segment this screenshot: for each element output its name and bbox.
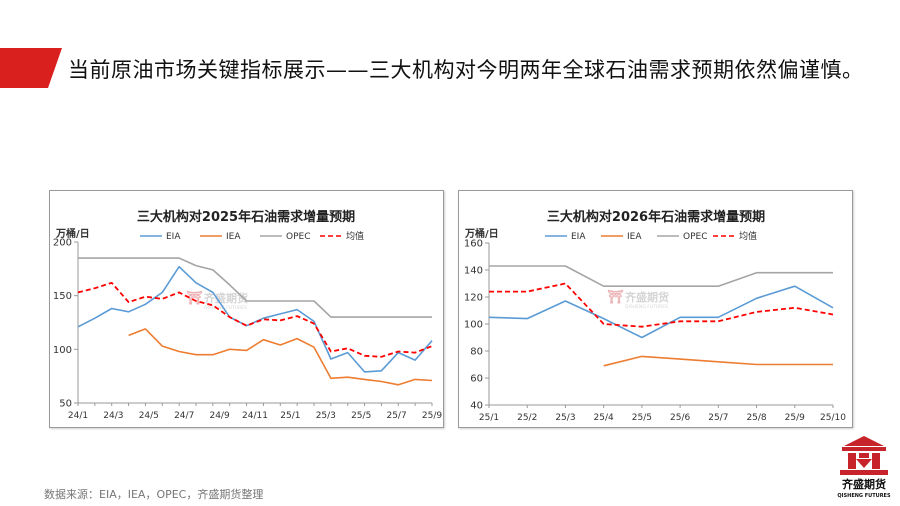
x-tick-label: 25/3 bbox=[555, 413, 575, 423]
chart-legend: EIA IEA OPEC 均值 bbox=[545, 230, 757, 242]
series-line-iea bbox=[128, 328, 433, 386]
x-tick-label: 25/2 bbox=[517, 413, 537, 423]
y-axis-unit-label: 万桶/日 bbox=[55, 227, 90, 240]
legend-label-opec: OPEC bbox=[286, 232, 310, 242]
chart-panel-2026: 三大机构对2026年石油需求增量预期万桶/日 ⛩ 齐盛期货 QISHENG FUTUR… bbox=[458, 190, 853, 428]
watermark-name: 齐盛期货 bbox=[625, 290, 669, 304]
series-line-eia bbox=[77, 265, 433, 373]
series-line-average bbox=[489, 282, 834, 328]
legend-label-opec: OPEC bbox=[683, 232, 707, 242]
y-tick-label: 120 bbox=[464, 293, 483, 304]
watermark-sub: QISHENG FUTURES bbox=[204, 305, 247, 311]
y-tick-label: 150 bbox=[53, 291, 72, 302]
chart-panel-2025: 三大机构对2025年石油需求增量预期万桶/日 ⛩ 齐盛期货 QISHENG FUTUR… bbox=[49, 190, 444, 428]
chart-title: 三大机构对2025年石油需求增量预期 bbox=[137, 209, 355, 225]
x-tick-label: 25/9 bbox=[422, 411, 442, 421]
x-tick-label: 25/7 bbox=[386, 411, 406, 421]
y-tick-label: 100 bbox=[464, 320, 483, 331]
page-title: 当前原油市场关键指标展示——三大机构对今明两年全球石油需求预期依然偏谨慎。 bbox=[68, 58, 864, 82]
legend-label-iea: IEA bbox=[226, 232, 241, 242]
y-tick-label: 40 bbox=[470, 401, 483, 412]
x-tick-label: 24/5 bbox=[139, 411, 159, 421]
series-line-iea bbox=[603, 355, 833, 367]
y-tick-label: 100 bbox=[53, 345, 72, 356]
x-tick-label: 25/1 bbox=[280, 411, 300, 421]
brand-sub-text: QISHENG FUTURES bbox=[837, 493, 891, 499]
legend-label-eia: EIA bbox=[166, 232, 181, 242]
chart-title: 三大机构对2026年石油需求增量预期 bbox=[547, 209, 765, 225]
series-line-opec bbox=[489, 265, 833, 287]
y-tick-label: 50 bbox=[59, 399, 72, 410]
chart-legend: EIA IEA OPEC 均值 bbox=[140, 230, 364, 242]
x-tick-label: 24/3 bbox=[103, 411, 123, 421]
legend-label-iea: IEA bbox=[627, 232, 642, 242]
legend-label-eia: EIA bbox=[571, 232, 586, 242]
x-tick-label: 25/1 bbox=[479, 413, 499, 423]
x-tick-label: 24/9 bbox=[209, 411, 229, 421]
legend-label-average: 均值 bbox=[739, 230, 757, 242]
x-tick-label: 25/5 bbox=[632, 413, 652, 423]
watermark-icon: ⛩ bbox=[607, 289, 624, 305]
x-tick-label: 24/1 bbox=[68, 411, 88, 421]
y-tick-label: 60 bbox=[470, 374, 483, 385]
series-line-eia bbox=[488, 285, 834, 339]
x-tick-label: 25/3 bbox=[316, 411, 336, 421]
series-line-opec bbox=[78, 257, 432, 318]
x-tick-label: 25/4 bbox=[594, 413, 614, 423]
y-tick-label: 140 bbox=[464, 266, 483, 277]
title-banner-shape bbox=[0, 48, 62, 88]
x-tick-label: 25/8 bbox=[746, 413, 766, 423]
x-tick-label: 25/9 bbox=[785, 413, 805, 423]
brand-name-text: 齐盛期货 bbox=[842, 477, 886, 491]
x-tick-label: 24/7 bbox=[174, 411, 194, 421]
watermark-name: 齐盛期货 bbox=[204, 291, 248, 305]
y-tick-label: 80 bbox=[470, 347, 483, 358]
legend-label-average: 均值 bbox=[346, 230, 364, 242]
x-tick-label: 25/10 bbox=[820, 413, 846, 423]
series-line-average bbox=[77, 281, 433, 358]
title-banner bbox=[0, 48, 62, 88]
brand-logo-icon bbox=[840, 436, 888, 475]
watermark-icon: ⛩ bbox=[186, 290, 203, 306]
y-tick-label: 160 bbox=[464, 239, 483, 250]
y-tick-label: 200 bbox=[53, 238, 72, 249]
x-tick-label: 24/11 bbox=[242, 411, 268, 421]
x-tick-label: 25/7 bbox=[708, 413, 728, 423]
watermark-sub: QISHENG FUTURES bbox=[625, 304, 668, 310]
x-tick-label: 25/5 bbox=[351, 411, 371, 421]
data-source-note: 数据来源：EIA，IEA，OPEC，齐盛期货整理 bbox=[44, 488, 264, 501]
y-axis-unit-label: 万桶/日 bbox=[464, 227, 499, 240]
brand-logo: 齐盛期货 QISHENG FUTURES bbox=[837, 436, 891, 499]
x-tick-label: 25/6 bbox=[670, 413, 690, 423]
